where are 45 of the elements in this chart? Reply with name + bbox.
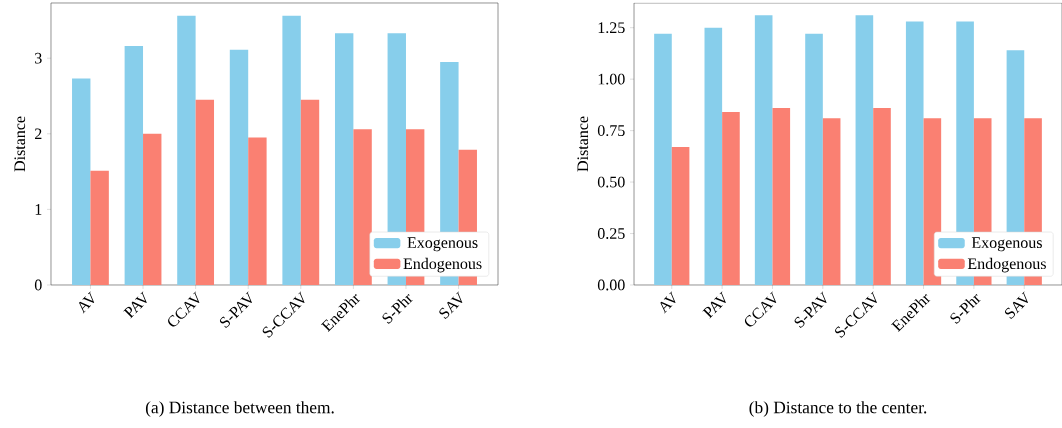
- bar: [822, 118, 841, 285]
- y-tick-label: 0.25: [597, 228, 625, 239]
- bar: [195, 99, 215, 285]
- bar: [671, 147, 690, 285]
- y-tick-label: 1: [35, 204, 42, 215]
- y-tick-label: 3: [35, 52, 42, 64]
- bar: [805, 33, 823, 285]
- bar: [248, 137, 267, 285]
- y-tick-label: 0.00: [597, 279, 625, 291]
- legend-label: Endogenous: [403, 257, 482, 273]
- y-tick-label: 2: [35, 128, 42, 140]
- bar: [873, 107, 891, 285]
- legend-label: Endogenous: [967, 257, 1046, 273]
- bar: [334, 33, 354, 285]
- bar: [282, 15, 301, 285]
- bar: [72, 78, 91, 285]
- bar: [300, 99, 320, 285]
- bar: [772, 107, 791, 285]
- bar: [654, 33, 672, 285]
- y-axis-title: Distance: [14, 116, 26, 172]
- y-tick-label: 1.00: [598, 73, 625, 85]
- bar: [177, 15, 196, 285]
- legend-label: Exogenous: [971, 237, 1042, 252]
- legend-label: Exogenous: [407, 237, 478, 252]
- bar: [143, 133, 162, 285]
- bar: [229, 49, 249, 285]
- text: (a) Distance between them.: [145, 401, 334, 417]
- bar: [855, 15, 874, 285]
- bar: [905, 21, 924, 285]
- text: (b) Distance to the center.: [749, 401, 927, 417]
- bar: [754, 15, 773, 285]
- bar: [722, 112, 740, 285]
- x-tick-label: AV: [660, 291, 676, 314]
- x-tick-label: AV: [79, 291, 95, 314]
- x-tick-label: PAV: [702, 291, 726, 319]
- y-axis-title: Distance: [577, 116, 589, 172]
- x-tick-label: PAV: [123, 291, 147, 319]
- bar: [124, 46, 144, 285]
- bar: [704, 27, 723, 285]
- bar: [353, 129, 372, 285]
- y-tick-label: 0.50: [597, 176, 625, 188]
- y-tick-label: 1.25: [598, 22, 625, 34]
- bar: [90, 170, 109, 285]
- y-tick-label: 0: [34, 279, 42, 291]
- y-tick-label: 0.75: [597, 125, 625, 137]
